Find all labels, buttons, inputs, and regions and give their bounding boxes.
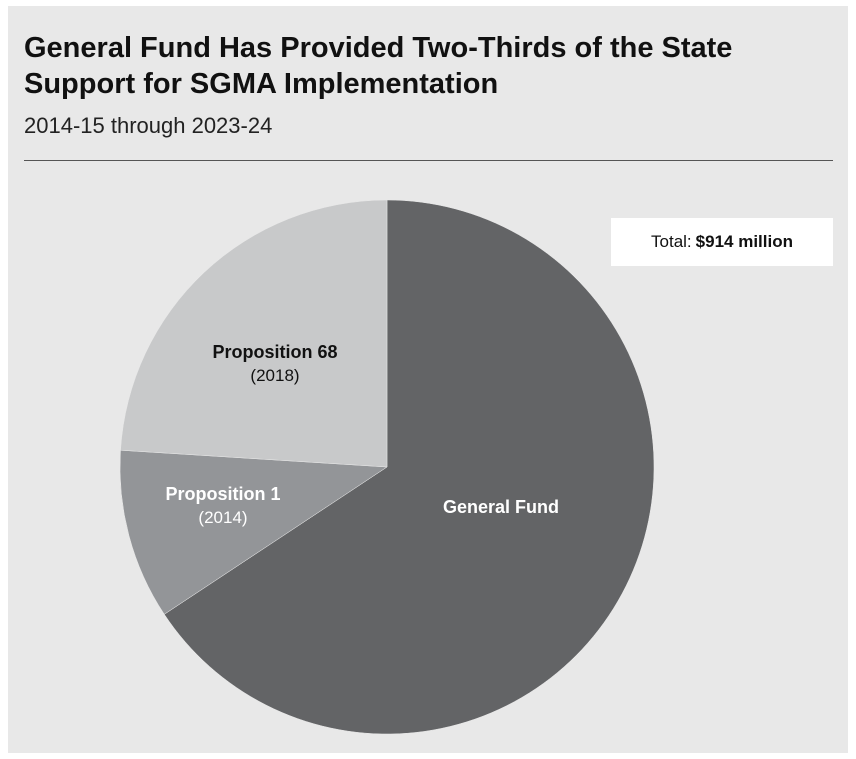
slice-sublabel: (2014)	[198, 508, 247, 527]
slice-label: Proposition 1	[165, 484, 280, 504]
total-value: $914 million	[695, 232, 793, 251]
chart-title: General Fund Has Provided Two-Thirds of …	[24, 32, 733, 100]
pie-slice-general-fund	[163, 199, 655, 735]
chart-subtitle: 2014-15 through 2023-24	[24, 113, 273, 138]
total-callout: Total: $914 million	[611, 218, 833, 266]
slice-label: General Fund	[443, 497, 559, 517]
title-divider	[24, 160, 833, 161]
pie-slice-proposition-1	[119, 449, 388, 615]
total-label: Total:	[651, 232, 692, 251]
slice-label: Proposition 68	[212, 342, 337, 362]
slice-sublabel: (2018)	[250, 366, 299, 385]
pie-slice-proposition-68	[120, 199, 388, 468]
